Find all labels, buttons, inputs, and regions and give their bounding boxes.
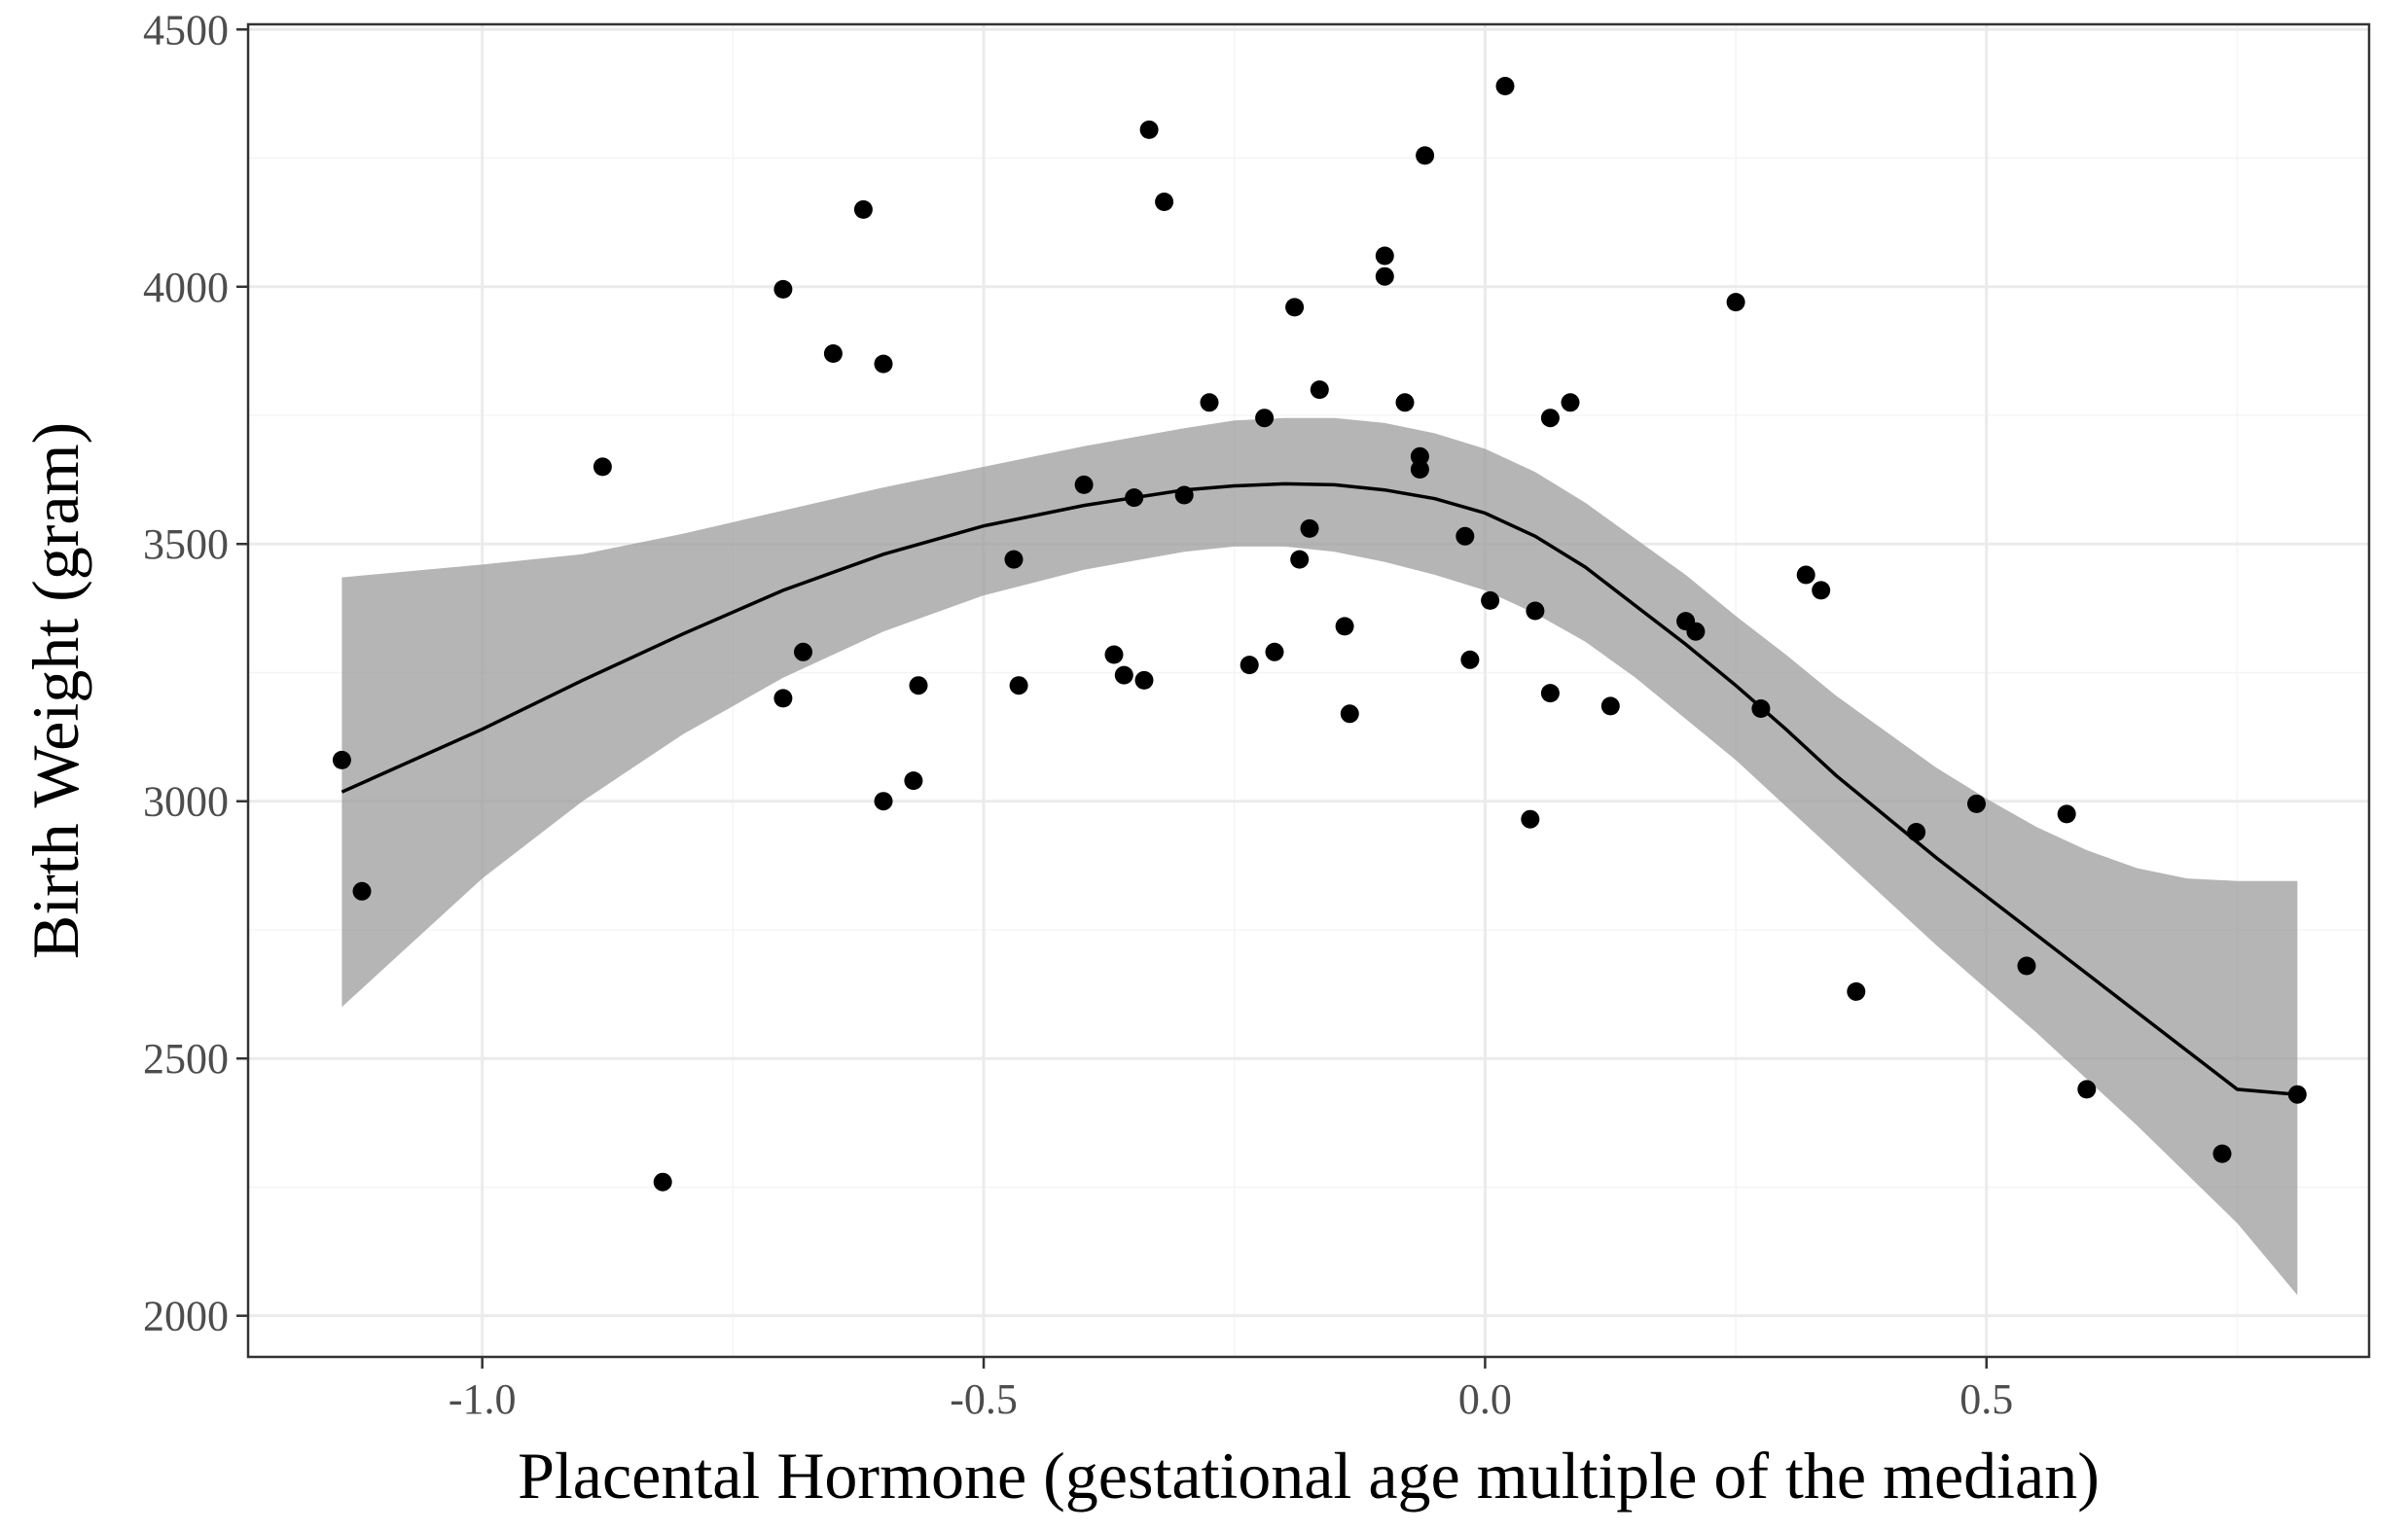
data-point	[1009, 676, 1028, 695]
data-point	[1847, 981, 1866, 1001]
y-axis-title: Birth Weight (gram)	[18, 422, 92, 959]
y-tick-label: 2500	[143, 1035, 229, 1083]
data-point	[1335, 617, 1354, 636]
y-tick-label: 2000	[143, 1293, 229, 1340]
data-point	[1240, 656, 1259, 675]
data-point	[2287, 1085, 2307, 1104]
data-point	[1460, 650, 1480, 669]
data-point	[1375, 246, 1394, 266]
x-tick-label: -0.5	[950, 1375, 1018, 1423]
data-point	[874, 354, 893, 374]
data-point	[1395, 393, 1415, 412]
data-point	[1796, 565, 1815, 585]
data-point	[1686, 622, 1706, 641]
data-point	[2017, 956, 2036, 976]
y-axis: 2000 2500 3000 3500 4000 4500	[143, 6, 248, 1340]
data-point	[1134, 670, 1154, 690]
y-tick-label: 4500	[143, 6, 229, 53]
data-point	[1074, 475, 1094, 494]
x-tick-label: 0.5	[1959, 1375, 2013, 1423]
data-point	[1285, 298, 1305, 317]
data-point	[332, 750, 351, 769]
data-point	[1410, 446, 1429, 466]
data-point	[904, 771, 923, 791]
data-point	[653, 1172, 672, 1192]
data-point	[1265, 642, 1284, 661]
data-point	[1812, 581, 1831, 600]
y-tick-label: 4000	[143, 264, 229, 311]
x-axis-title: Placental Hormone (gestational age multi…	[518, 1439, 2100, 1513]
data-point	[1174, 485, 1194, 505]
x-tick-label: 0.0	[1458, 1375, 1512, 1423]
data-point	[1200, 393, 1219, 412]
data-point	[823, 344, 843, 363]
x-tick-label: -1.0	[449, 1375, 517, 1423]
confidence-band	[341, 417, 2298, 1296]
data-point	[1540, 409, 1560, 428]
data-point	[1139, 120, 1159, 139]
data-points	[332, 77, 2307, 1192]
data-point	[909, 676, 928, 695]
smooth-fit-line	[341, 481, 2298, 1096]
y-tick-label: 3000	[143, 778, 229, 826]
data-point	[1300, 518, 1319, 538]
data-point	[773, 689, 793, 708]
data-point	[1540, 684, 1560, 703]
data-point	[773, 279, 793, 299]
data-point	[1967, 794, 1986, 813]
data-point	[1726, 293, 1745, 312]
data-point	[1310, 380, 1329, 400]
data-point	[853, 199, 873, 219]
data-point	[352, 881, 372, 901]
data-point	[1155, 193, 1174, 211]
data-point	[1521, 809, 1540, 829]
data-point	[593, 457, 612, 477]
data-point	[1004, 550, 1024, 569]
data-point	[1255, 409, 1275, 428]
data-point	[1410, 460, 1429, 479]
data-point	[1125, 488, 1144, 508]
data-point	[1481, 590, 1500, 610]
data-point	[1561, 393, 1580, 412]
data-point	[794, 642, 812, 661]
data-point	[1290, 550, 1310, 569]
data-point	[1526, 601, 1545, 621]
data-point	[1495, 77, 1515, 95]
data-point	[1416, 146, 1435, 165]
data-point	[1751, 699, 1771, 718]
data-point	[1104, 645, 1124, 664]
panel-border	[246, 22, 2371, 1359]
data-point	[874, 792, 893, 811]
data-point	[1456, 526, 1475, 546]
y-tick-label: 3500	[143, 520, 229, 568]
x-axis: -1.0 -0.5 0.0 0.5	[449, 1357, 2013, 1423]
data-point	[1114, 665, 1133, 685]
data-point	[2057, 804, 2076, 824]
data-point	[2212, 1144, 2232, 1163]
data-point	[1375, 267, 1394, 286]
data-point	[2077, 1080, 2097, 1099]
data-point	[1600, 696, 1620, 716]
data-point	[1907, 823, 1926, 841]
data-point	[1340, 704, 1359, 724]
